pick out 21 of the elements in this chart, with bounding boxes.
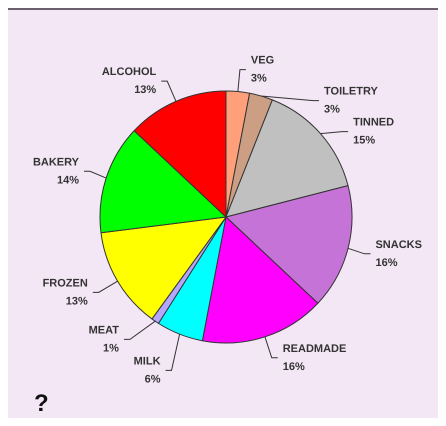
text: ? xyxy=(34,390,49,417)
data-label: 16% xyxy=(282,360,305,373)
slice-label: ALCOHOL xyxy=(102,66,156,78)
slice-label: TINNED xyxy=(353,116,394,129)
slice-label: FROZEN xyxy=(42,277,88,290)
data-label: 14% xyxy=(56,174,80,186)
slice-label: MEAT xyxy=(88,324,120,336)
data-label: 15% xyxy=(353,134,376,147)
data-label: 16% xyxy=(375,256,398,269)
data-label: 3% xyxy=(324,104,340,116)
slice-label: MILK xyxy=(134,355,161,368)
slice-label: READMADE xyxy=(282,342,346,355)
slice-label: BAKERY xyxy=(32,156,80,168)
data-label: 1% xyxy=(103,342,120,354)
data-label: 13% xyxy=(134,84,156,96)
slice-label: TOILETRY xyxy=(324,86,378,98)
data-label: 13% xyxy=(66,295,88,308)
slice-label: VEG xyxy=(250,54,274,67)
slice-label: SNACKS xyxy=(375,238,422,251)
data-label: 3% xyxy=(250,72,268,85)
data-label: 6% xyxy=(144,373,161,386)
